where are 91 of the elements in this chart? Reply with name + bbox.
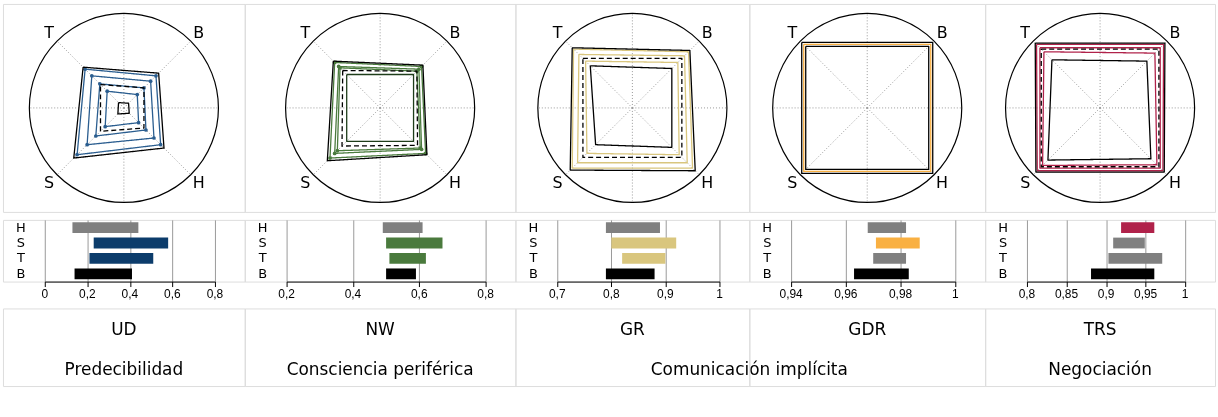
spoke-label: H xyxy=(192,172,205,192)
spoke-label: S xyxy=(300,172,311,192)
y-tick-label: T xyxy=(257,250,267,266)
spoke-label: B xyxy=(1169,23,1181,43)
y-tick-label: T xyxy=(15,250,25,266)
spoke-label: T xyxy=(43,23,55,43)
x-tick-label: 0,6 xyxy=(410,287,428,302)
spoke-label: B xyxy=(936,23,948,43)
bar xyxy=(873,253,907,264)
text: TRS xyxy=(1082,319,1117,340)
y-tick-label: H xyxy=(762,219,773,235)
y-tick-label: S xyxy=(529,234,538,250)
x-tick-label: 0,9 xyxy=(657,287,675,302)
y-tick-label: B xyxy=(762,265,772,281)
x-tick-label: 0,7 xyxy=(548,287,566,302)
bar xyxy=(389,253,426,264)
bar xyxy=(382,222,423,233)
x-tick-label: 0,85 xyxy=(1054,287,1079,302)
text: Consciencia periférica xyxy=(286,359,474,380)
x-tick-label: 0,9 xyxy=(1097,287,1115,302)
x-tick-label: 1 xyxy=(1181,287,1189,302)
x-tick-label: 1 xyxy=(716,287,724,302)
bar xyxy=(1091,268,1155,280)
bar xyxy=(89,253,154,264)
x-tick-label: 0,2 xyxy=(79,287,96,302)
text: GR xyxy=(619,319,646,340)
y-tick-label: S xyxy=(998,234,1008,250)
bar xyxy=(72,222,139,233)
x-tick-label: 0,4 xyxy=(121,287,139,302)
spoke-label: T xyxy=(551,23,563,43)
bar xyxy=(854,268,909,280)
y-tick-label: B xyxy=(528,265,538,281)
text: Negociación xyxy=(1048,359,1152,380)
bar xyxy=(386,237,443,249)
spoke-label: S xyxy=(1020,172,1031,192)
spoke-label: H xyxy=(1168,172,1181,192)
x-tick-label: 0,8 xyxy=(1018,287,1036,302)
x-tick-label: 0,2 xyxy=(278,287,296,302)
x-tick-label: 0,8 xyxy=(206,287,224,302)
spoke-label: H xyxy=(936,172,949,192)
bar xyxy=(74,268,132,280)
y-tick-label: B xyxy=(16,265,26,281)
text: Predecibilidad xyxy=(64,359,184,380)
bar xyxy=(1113,237,1145,249)
bar xyxy=(1108,253,1163,264)
spoke-label: S xyxy=(787,172,798,192)
x-tick-label: 0,4 xyxy=(344,287,362,302)
bar xyxy=(875,237,920,249)
spoke-label: S xyxy=(43,172,55,192)
x-tick-label: 0,8 xyxy=(603,287,620,302)
y-tick-label: B xyxy=(998,265,1008,281)
x-tick-label: 0 xyxy=(41,287,49,302)
y-tick-label: B xyxy=(258,265,268,281)
x-tick-label: 0,98 xyxy=(888,287,913,302)
x-tick-label: 0,96 xyxy=(834,287,858,302)
spoke-label: H xyxy=(449,172,461,192)
bar xyxy=(611,237,677,249)
text: Comunicación implícita xyxy=(650,359,848,380)
x-tick-label: 0,94 xyxy=(779,287,804,302)
y-tick-label: T xyxy=(528,250,538,266)
bar xyxy=(386,268,416,280)
spoke-label: B xyxy=(193,23,205,43)
bar xyxy=(605,222,660,233)
spoke-label: T xyxy=(1019,23,1031,43)
spoke-label: B xyxy=(701,23,713,43)
x-tick-label: 1 xyxy=(951,287,959,302)
spoke-label: T xyxy=(786,23,798,43)
text: GDR xyxy=(848,319,887,340)
x-tick-label: 0,95 xyxy=(1133,287,1158,302)
y-tick-label: T xyxy=(762,250,772,266)
spoke-label: B xyxy=(449,23,461,43)
bar xyxy=(93,237,169,249)
text: UD xyxy=(111,319,137,340)
y-tick-label: S xyxy=(258,234,267,250)
y-tick-label: H xyxy=(528,219,539,235)
y-tick-label: T xyxy=(998,250,1008,266)
x-tick-label: 0,8 xyxy=(477,287,495,302)
y-tick-label: H xyxy=(998,219,1008,235)
spoke-label: T xyxy=(299,23,311,43)
bar xyxy=(867,222,907,233)
x-tick-label: 0,6 xyxy=(164,287,182,302)
bar xyxy=(605,268,655,280)
spoke-label: H xyxy=(701,172,714,192)
text: NW xyxy=(365,319,396,340)
y-tick-label: S xyxy=(16,234,25,250)
bar xyxy=(622,253,666,264)
y-tick-label: H xyxy=(16,219,26,235)
spoke-label: S xyxy=(552,172,563,192)
y-tick-label: H xyxy=(257,219,268,235)
bar xyxy=(1121,222,1155,233)
y-tick-label: S xyxy=(763,234,772,250)
